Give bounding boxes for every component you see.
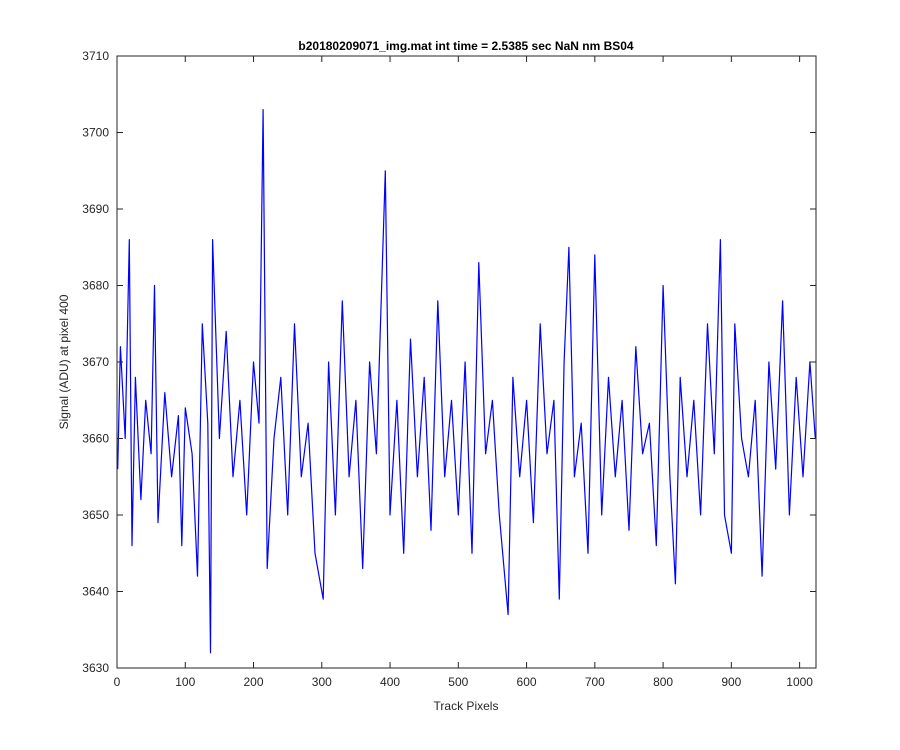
x-tick-label: 700 <box>585 675 605 689</box>
y-tick-label: 3650 <box>82 508 109 522</box>
y-tick-label: 3660 <box>82 432 109 446</box>
series-layer <box>117 108 816 654</box>
y-tick-label: 3670 <box>82 355 109 369</box>
x-tick-label: 500 <box>448 675 468 689</box>
x-tick-label: 0 <box>114 675 121 689</box>
x-tick-label: 100 <box>175 675 195 689</box>
x-axis-label: Track Pixels <box>434 699 499 713</box>
y-tick-label: 3710 <box>82 49 109 63</box>
y-tick-label: 3700 <box>82 126 109 140</box>
x-tick-label: 400 <box>380 675 400 689</box>
axes-box <box>116 55 817 669</box>
y-tick-label: 3690 <box>82 202 109 216</box>
x-tick-label: 300 <box>312 675 332 689</box>
x-tick-label: 200 <box>244 675 264 689</box>
series-line-0 <box>117 108 816 654</box>
y-axis-label: Signal (ADU) at pixel 400 <box>57 294 71 429</box>
chart-title: b20180209071_img.mat int time = 2.5385 s… <box>298 39 634 53</box>
ticks-layer: 0 100 200 300 400 500 600 700 800 900 1000 3630 3640… <box>82 49 816 689</box>
x-tick-label: 800 <box>653 675 673 689</box>
y-tick-label: 3630 <box>82 661 109 675</box>
x-tick-label: 900 <box>721 675 741 689</box>
plot-area <box>117 56 816 668</box>
x-tick-label: 600 <box>517 675 537 689</box>
y-tick-label: 3640 <box>82 585 109 599</box>
x-tick-label: 1000 <box>786 675 813 689</box>
y-tick-label: 3680 <box>82 279 109 293</box>
